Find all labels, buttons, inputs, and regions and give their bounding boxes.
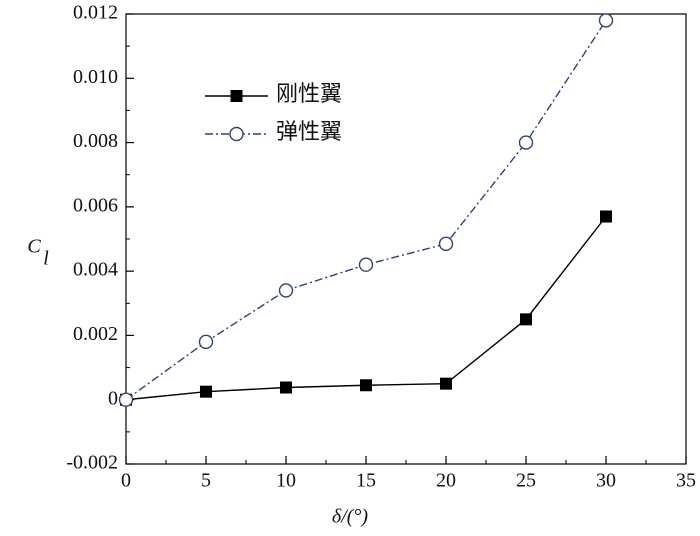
legend-label: 弹性翼 [276, 119, 342, 144]
marker [518, 135, 534, 150]
marker [198, 334, 214, 350]
x-tick-label: 5 [201, 470, 211, 492]
marker [360, 379, 372, 392]
y-tick-label: 0.002 [73, 323, 118, 345]
x-axis-label: δ/(°) [332, 506, 369, 528]
y-tick-label: 0.004 [73, 259, 118, 281]
x-tick-label: 10 [276, 470, 296, 492]
marker [600, 210, 612, 223]
marker [280, 381, 292, 394]
x-tick-label: 25 [516, 470, 536, 492]
marker [440, 377, 452, 390]
y-axis-label-subscript: l [43, 248, 49, 270]
marker [598, 13, 614, 28]
marker [358, 257, 374, 272]
y-tick-label: 0.006 [73, 194, 118, 216]
legend-marker [230, 90, 243, 102]
legend-marker [229, 126, 244, 142]
series-line [125, 216, 607, 401]
x-tick-label: 30 [596, 470, 616, 492]
y-tick-label: 0.008 [73, 130, 118, 152]
y-tick-label: 0 [108, 387, 118, 409]
x-tick-label: 35 [676, 470, 696, 492]
y-tick-label: 0.010 [73, 66, 118, 88]
legend-label: 刚性翼 [276, 81, 342, 106]
x-tick-label: 20 [436, 470, 456, 492]
marker [438, 236, 454, 252]
series-line [125, 20, 607, 401]
marker [278, 283, 294, 298]
marker [200, 385, 212, 398]
marker [118, 392, 134, 407]
x-tick-label: 15 [356, 470, 376, 492]
y-tick-label: -0.002 [66, 452, 118, 474]
x-tick-label: 0 [121, 470, 131, 492]
marker [520, 313, 532, 326]
y-tick-label: 0.012 [73, 2, 118, 24]
y-axis-label: C [27, 236, 41, 258]
